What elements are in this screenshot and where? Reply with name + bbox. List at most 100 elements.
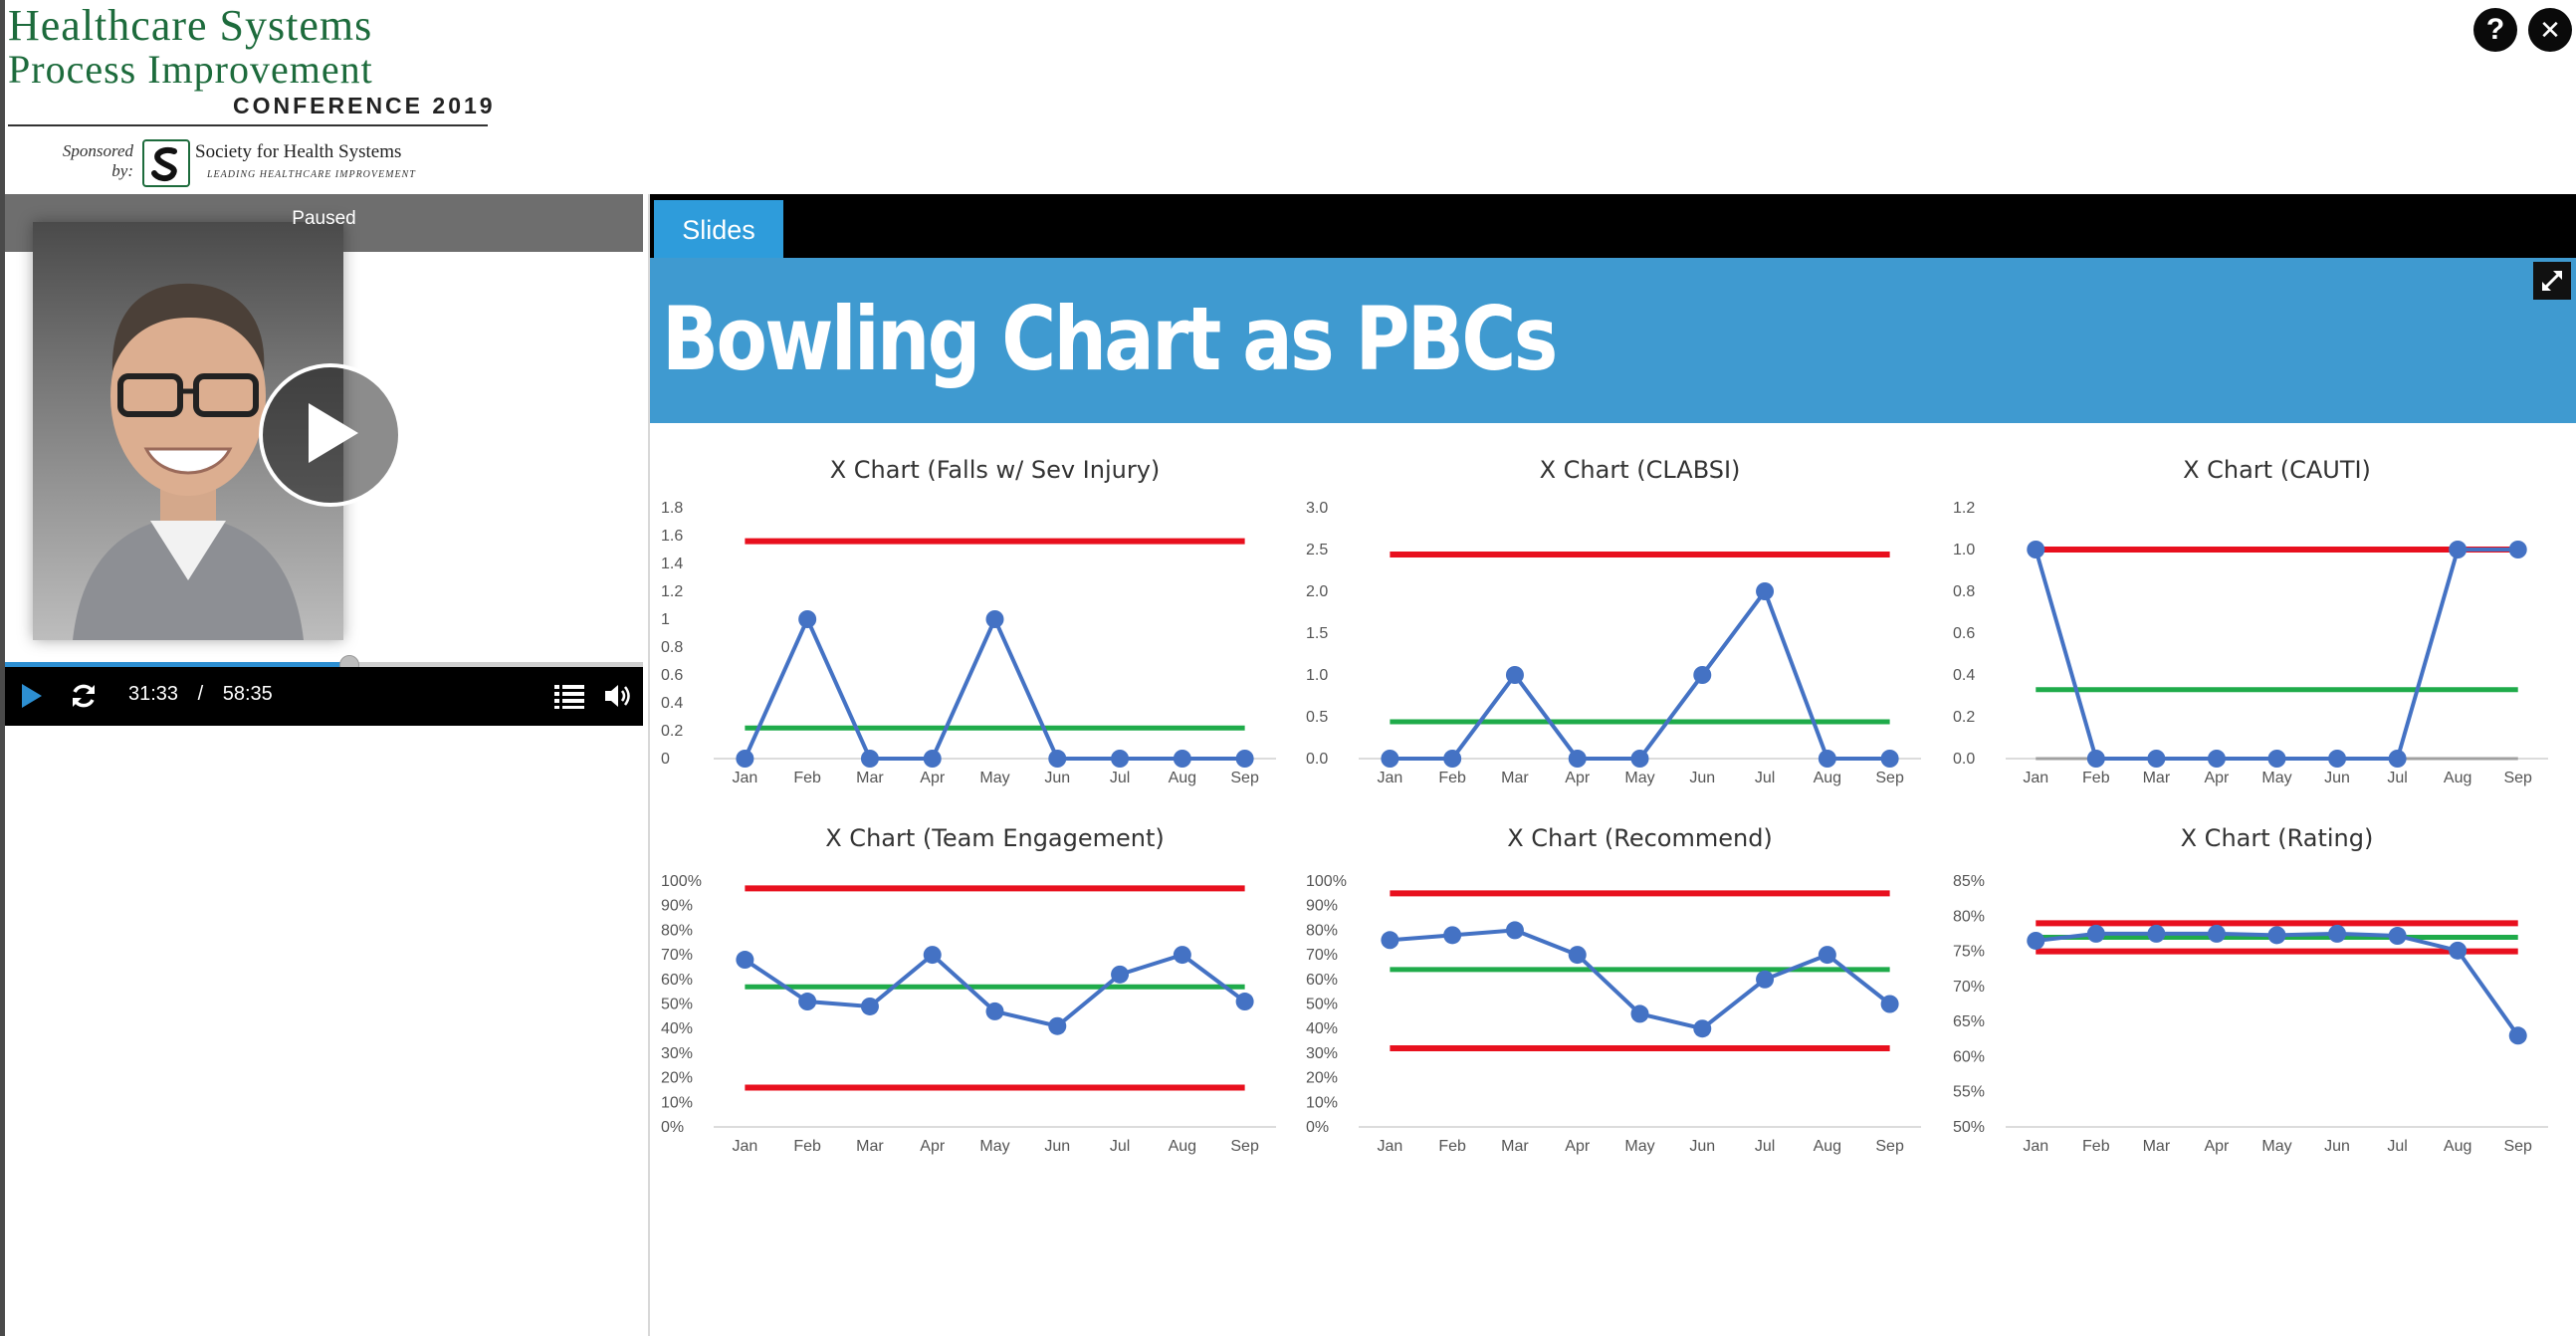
- play-overlay-button[interactable]: [259, 363, 402, 507]
- data-point: [2207, 750, 2226, 768]
- y-tick-label: 1.5: [1306, 625, 1328, 642]
- x-tick-label: Sep: [2503, 1138, 2532, 1155]
- time-separator: /: [197, 683, 204, 705]
- x-tick-label: Jan: [732, 1138, 757, 1155]
- y-tick-label: 40%: [661, 1020, 693, 1037]
- chart-clabsi: X Chart (CLABSI) 0.0 0.5 1.0 1.5 2.0 2.5 3.0 Jan…: [1304, 448, 1941, 806]
- y-tick-label: 70%: [1306, 947, 1338, 964]
- chart-team-engagement-svg: X Chart (Team Engagement) 0% 10% 20% 30% 40% 5…: [661, 824, 1276, 1155]
- data-point: [1818, 750, 1836, 768]
- x-tick-label: May: [979, 770, 1009, 786]
- tab-slides[interactable]: Slides: [654, 200, 783, 258]
- data-series-line: [1390, 586, 1890, 761]
- x-tick-label: Jun: [1044, 770, 1070, 786]
- x-tick-label: Sep: [1230, 1138, 1259, 1155]
- video-player[interactable]: Paused 31:33 / 58:35: [5, 194, 643, 732]
- chart-clabsi-svg: X Chart (CLABSI) 0.0 0.5 1.0 1.5 2.0 2.5 3.0 Jan…: [1306, 456, 1921, 786]
- data-point: [1693, 666, 1712, 684]
- data-point: [2388, 750, 2407, 768]
- expand-button[interactable]: [2533, 262, 2571, 300]
- data-point: [1505, 921, 1524, 940]
- data-point: [985, 1002, 1004, 1020]
- data-series-line: [743, 614, 1245, 761]
- y-tick-label: 2.0: [1306, 583, 1328, 600]
- data-point: [2086, 924, 2105, 943]
- close-button[interactable]: ✕: [2528, 8, 2572, 52]
- data-point: [1111, 750, 1130, 768]
- chart-title: X Chart (CLABSI): [1540, 456, 1741, 484]
- x-tick-label: Mar: [1501, 1138, 1529, 1155]
- speaker-portrait: [73, 283, 304, 640]
- y-tick-label: 90%: [661, 898, 693, 915]
- y-tick-label: 0.2: [1953, 709, 1975, 726]
- play-small-icon: [22, 684, 42, 708]
- data-point: [2207, 924, 2226, 943]
- x-tick-label: Sep: [1230, 770, 1259, 786]
- x-tick-label: Aug: [2444, 1138, 2471, 1155]
- y-tick-label: 85%: [1953, 873, 1985, 890]
- x-tick-label: Feb: [1438, 770, 1466, 786]
- y-tick-label: 20%: [661, 1070, 693, 1087]
- y-tick-label: 50%: [1953, 1119, 1985, 1136]
- x-tick-label: May: [1624, 1138, 1654, 1155]
- data-point: [1443, 750, 1462, 768]
- duration: 58:35: [222, 683, 273, 705]
- x-tick-label: Mar: [2143, 1138, 2171, 1155]
- y-tick-label: 10%: [1306, 1094, 1338, 1111]
- y-tick-label: 1.0: [1953, 542, 1975, 558]
- replay-button[interactable]: [69, 681, 99, 716]
- chart-falls-svg: X Chart (Falls w/ Sev Injury) 0 0.2 0.4 0.6 0…: [661, 456, 1276, 786]
- help-button[interactable]: ?: [2473, 8, 2517, 52]
- y-tick-label: 100%: [661, 873, 702, 890]
- data-point: [2388, 927, 2407, 946]
- chapters-button[interactable]: [552, 681, 586, 716]
- x-tick-label: Aug: [1169, 1138, 1196, 1155]
- chart-cauti: X Chart (CAUTI) 0.0 0.2 0.4 0.6 0.8 1.0 1.2 Jan F…: [1951, 448, 2568, 806]
- y-tick-label: 40%: [1306, 1020, 1338, 1037]
- data-point: [2508, 541, 2527, 558]
- conference-logo: Healthcare Systems Process Improvement C…: [8, 0, 496, 189]
- slides-tab-bar: [650, 194, 2576, 258]
- data-point: [1568, 946, 1587, 965]
- y-tick-label: 65%: [1953, 1013, 1985, 1030]
- y-tick-label: 75%: [1953, 944, 1985, 961]
- expand-icon: [2541, 270, 2563, 292]
- logo-rule: [8, 124, 488, 126]
- play-icon: [309, 403, 358, 463]
- logo-society: Society for Health Systems: [195, 141, 402, 162]
- x-tick-label: Aug: [1814, 1138, 1841, 1155]
- chart-rating-svg: X Chart (Rating) 50% 55% 60% 65% 70% 75% 80% 85%…: [1953, 824, 2548, 1155]
- y-tick-label: 50%: [661, 997, 693, 1013]
- data-point: [1568, 750, 1587, 768]
- video-paused-label: Paused: [292, 208, 356, 229]
- data-point: [1880, 995, 1899, 1013]
- x-tick-label: Apr: [2204, 1138, 2230, 1155]
- x-tick-label: Feb: [1438, 1138, 1466, 1155]
- y-tick-label: 0.6: [1953, 625, 1975, 642]
- x-tick-label: Jan: [732, 770, 757, 786]
- x-tick-label: Sep: [1875, 770, 1904, 786]
- x-tick-label: Sep: [1875, 1138, 1904, 1155]
- sponsor-seal-icon: [142, 139, 190, 187]
- y-tick-label: 60%: [1306, 972, 1338, 989]
- chart-team-engagement: X Chart (Team Engagement) 0% 10% 20% 30% 40% 5…: [659, 816, 1296, 1175]
- data-point: [860, 750, 879, 768]
- chart-falls: X Chart (Falls w/ Sev Injury) 0 0.2 0.4 0.6 0…: [659, 448, 1296, 806]
- data-point: [1381, 931, 1399, 950]
- y-tick-label: 0%: [661, 1119, 684, 1136]
- data-point: [985, 610, 1004, 628]
- y-tick-label: 80%: [1953, 908, 1985, 925]
- x-tick-label: Mar: [1501, 770, 1529, 786]
- data-point: [860, 997, 879, 1015]
- y-tick-label: 70%: [1953, 979, 1985, 996]
- x-tick-label: Jun: [2324, 1138, 2350, 1155]
- logo-line-2: Process Improvement: [8, 47, 373, 92]
- data-point: [1235, 750, 1254, 768]
- data-point: [1173, 750, 1191, 768]
- play-button[interactable]: [19, 681, 45, 716]
- x-tick-label: Jan: [2023, 770, 2048, 786]
- x-tick-label: Jan: [1377, 770, 1402, 786]
- volume-button[interactable]: [602, 681, 632, 716]
- data-point: [2508, 1026, 2527, 1045]
- data-point: [2267, 750, 2286, 768]
